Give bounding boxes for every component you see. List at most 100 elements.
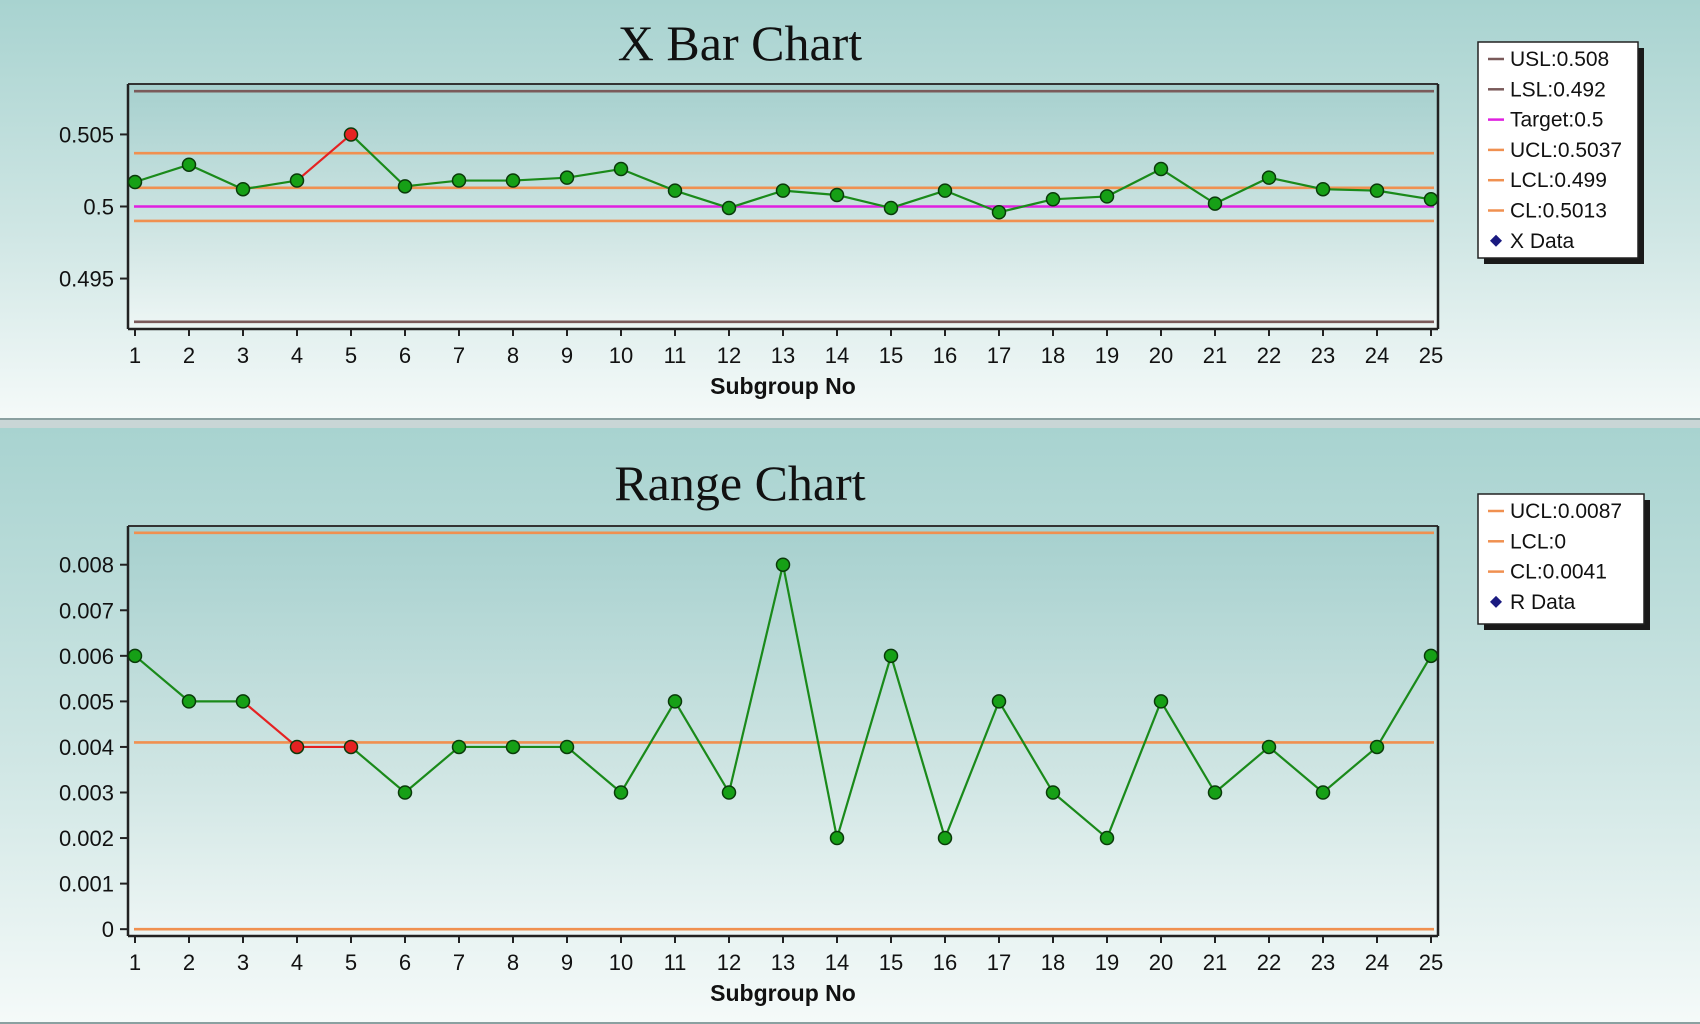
x-tick-label: 14 [825, 343, 849, 368]
series-segment [943, 700, 1001, 839]
series-segment [998, 198, 1054, 214]
x-tick-label: 15 [879, 950, 903, 975]
series-segment [134, 163, 190, 184]
legend-entry: UCL:0.0087 [1510, 500, 1622, 523]
series-segment [890, 189, 946, 209]
series-segment [188, 163, 244, 191]
x-tick-label: 10 [609, 343, 633, 368]
x-tick-label: 14 [825, 950, 849, 975]
data-point [1099, 830, 1115, 846]
x-tick-label: 12 [717, 950, 741, 975]
data-point [1369, 739, 1385, 755]
data-point [1207, 785, 1223, 800]
data-point [505, 739, 521, 755]
x-tick-label: 4 [291, 950, 303, 975]
chart-title: X Bar Chart [618, 15, 862, 71]
x-tick-label: 23 [1311, 950, 1335, 975]
data-point [127, 174, 143, 190]
data-point [991, 205, 1007, 220]
data-point [883, 648, 899, 664]
x-tick-label: 20 [1149, 343, 1173, 368]
x-tick-label: 25 [1419, 950, 1443, 975]
x-tick-label: 4 [291, 343, 303, 368]
y-tick-label: 0.004 [59, 735, 114, 760]
data-point [1153, 694, 1169, 709]
chart-title: Range Chart [614, 455, 865, 511]
y-tick-label: 0.001 [59, 872, 114, 897]
series-segment [350, 746, 406, 794]
x-tick-label: 23 [1311, 343, 1335, 368]
x-tick-label: 12 [717, 343, 741, 368]
series-segment [1322, 188, 1378, 192]
series-segment [836, 193, 892, 210]
series-segment [620, 168, 676, 192]
x-tick-label: 9 [561, 343, 573, 368]
series-segment [1106, 168, 1162, 198]
series-segment [350, 133, 406, 188]
x-tick-label: 1 [129, 343, 141, 368]
series-segment [1214, 176, 1270, 205]
x-tick-label: 3 [237, 950, 249, 975]
data-point [1369, 183, 1385, 198]
x-axis-label: Subgroup No [710, 980, 856, 1006]
legend-swatch-diamond [1490, 234, 1502, 247]
data-point [397, 179, 413, 194]
legend-swatch-diamond [1490, 595, 1502, 608]
series-segment [242, 700, 298, 748]
data-point [1045, 785, 1061, 800]
x-tick-label: 7 [453, 343, 465, 368]
x-tick-label: 11 [664, 343, 687, 368]
series-segment [782, 189, 838, 197]
series-segment [1268, 746, 1324, 794]
data-point [235, 694, 251, 709]
data-point [289, 739, 305, 755]
legend-entry: CL:0.5013 [1510, 200, 1607, 223]
series-segment [781, 564, 839, 839]
legend-box [1477, 493, 1645, 625]
x-tick-label: 17 [987, 343, 1011, 368]
data-point [991, 694, 1007, 709]
data-point [721, 785, 737, 800]
series-segment [674, 700, 730, 794]
series-segment [1376, 189, 1432, 201]
data-point [397, 785, 413, 800]
series-segment [1322, 746, 1378, 794]
data-point [343, 739, 359, 755]
data-point [937, 830, 953, 846]
y-tick-label: 0.002 [59, 826, 114, 851]
series-segment [404, 746, 460, 794]
data-point [667, 183, 683, 198]
legend-entry: LSL:0.492 [1510, 78, 1606, 101]
y-tick-label: 0.505 [59, 122, 114, 147]
data-point [1045, 192, 1061, 207]
series-segment [1105, 700, 1163, 839]
x-tick-label: 13 [771, 343, 795, 368]
data-point [829, 187, 845, 203]
series-segment [1376, 655, 1432, 748]
x-tick-label: 21 [1203, 950, 1227, 975]
series-segment [1214, 746, 1270, 794]
x-tick-label: 13 [771, 950, 795, 975]
series-segment [998, 700, 1054, 794]
data-point [127, 648, 143, 664]
series-segment [1160, 168, 1216, 205]
x-tick-label: 18 [1041, 950, 1065, 975]
x-tick-label: 11 [664, 950, 687, 975]
series-segment [889, 655, 947, 839]
data-point [559, 739, 575, 755]
legend-entry: USL:0.508 [1510, 48, 1609, 71]
series-segment [566, 746, 622, 794]
x-tick-label: 16 [933, 950, 957, 975]
data-point [613, 785, 629, 800]
data-point [235, 181, 251, 197]
x-tick-label: 5 [345, 950, 357, 975]
y-tick-label: 0.006 [59, 644, 114, 669]
x-tick-label: 1 [129, 950, 141, 975]
x-tick-label: 16 [933, 343, 957, 368]
data-point [1423, 192, 1439, 207]
data-point [775, 557, 791, 572]
legend-entry: LCL:0 [1510, 530, 1566, 553]
data-point [1207, 196, 1223, 211]
x-tick-label: 10 [609, 950, 633, 975]
